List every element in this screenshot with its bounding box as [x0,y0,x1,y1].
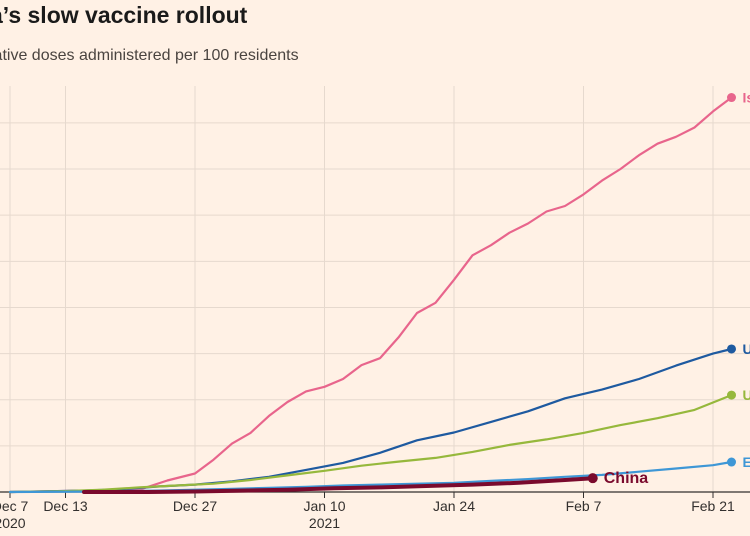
series-end-dot-eu [727,457,736,467]
x-tick-sublabel: 2020 [0,515,26,531]
series-end-dot-china [587,473,598,484]
series-end-dot-israel [727,93,736,103]
series-label-uk: UK [743,341,750,357]
series-end-dot-us [727,390,736,400]
series-label-china: China [604,470,649,487]
x-tick-label: Dec 27 [173,498,218,514]
series-lines [8,93,736,494]
gridlines [0,86,750,492]
chart-subtitle: lative doses administered per 100 reside… [0,47,299,64]
x-tick-label: Dec 7 [0,498,28,514]
series-labels: Israel UK US EU China [604,90,750,488]
series-label-eu: EU [743,454,750,470]
series-line-israel [8,96,733,494]
x-tick-label: Jan 10 [303,498,345,514]
series-end-dot-uk [727,344,736,354]
series-label-israel: Israel [743,90,750,106]
series-line-us [8,394,733,494]
x-tick-label: Dec 13 [43,498,88,514]
x-tick-label: Feb 21 [691,498,735,514]
x-tick-label: Feb 7 [566,498,602,514]
x-tick-sublabel: 2021 [309,515,340,531]
series-line-china [82,476,595,494]
x-tick-label: Jan 24 [433,498,475,514]
chart-title: a’s slow vaccine rollout [0,2,248,28]
series-label-us: US [743,387,750,403]
